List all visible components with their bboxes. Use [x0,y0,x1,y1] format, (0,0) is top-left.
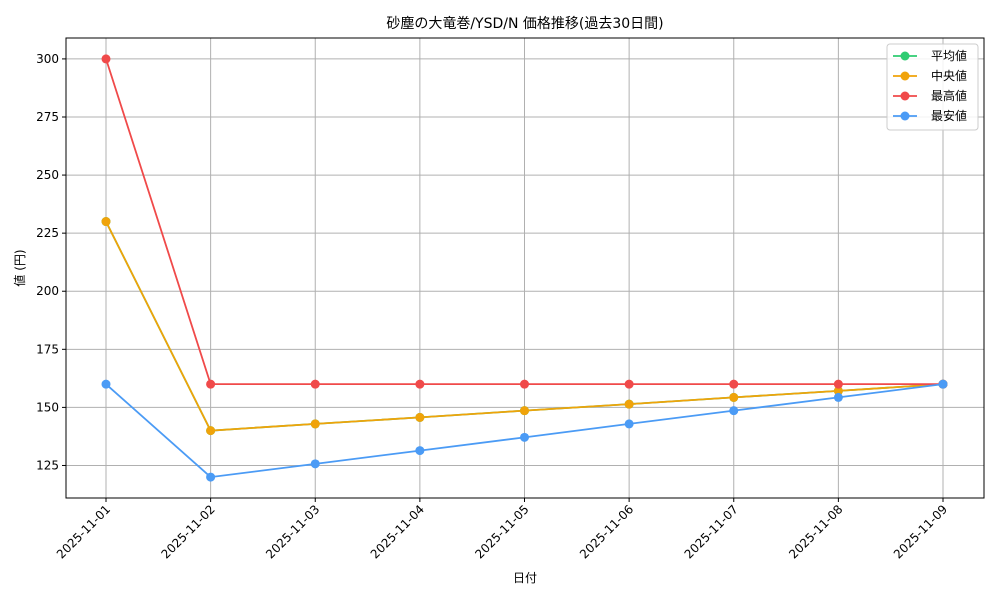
data-point [833,379,843,389]
y-axis-label: 値 (円) [12,249,27,286]
x-tick-label: 2025-11-02 [159,502,218,561]
data-point [415,379,425,389]
data-point [415,412,425,422]
data-point [938,379,948,389]
data-point [624,379,634,389]
data-point [206,426,216,436]
x-tick-label: 2025-11-03 [263,502,322,561]
legend-label: 平均値 [931,48,967,63]
series-layer [101,54,948,482]
y-tick-label: 250 [36,168,59,182]
grid-lines [66,38,984,498]
legend-marker [900,51,910,61]
legend-item: 最高値 [893,88,967,103]
y-tick-label: 275 [36,110,59,124]
legend-marker [900,71,910,81]
legend-item: 中央値 [893,68,967,83]
legend-marker [900,111,910,121]
data-point [101,217,111,227]
data-point [520,432,529,442]
data-point [310,379,320,389]
legend-box [886,43,979,131]
data-point [520,379,529,389]
data-point [833,386,843,396]
y-tick-label: 125 [36,458,59,472]
data-point [206,379,216,389]
y-tick-label: 150 [36,400,59,414]
x-tick-label: 2025-11-04 [368,502,427,561]
x-tick-label: 2025-11-05 [472,502,531,561]
data-point [624,399,634,409]
y-tick-label: 300 [36,52,59,66]
y-tick-label: 200 [36,284,59,298]
legend-item: 最安値 [893,108,967,123]
data-point [729,406,739,416]
chart-title: 砂塵の大竜巻/YSD/N 価格推移(過去30日間) [386,15,663,32]
legend-marker [900,91,910,101]
data-point [520,406,529,416]
data-point [833,392,843,402]
series-1 [101,217,948,436]
data-point [729,392,739,402]
data-point [415,446,425,456]
data-point [101,54,111,64]
x-axis-label: 日付 [513,571,537,585]
legend-label: 中央値 [931,68,967,83]
data-point [101,379,111,389]
legend-item: 平均値 [893,48,967,63]
x-axis: 2025-11-01 2025-11-02 2025-11-03 2025-11-04… [54,498,950,561]
legend-label: 最高値 [931,88,967,103]
y-axis: 125 150 175 200 225 250 275 300 [36,52,66,472]
series-2 [101,54,948,389]
data-point [310,459,320,469]
legend-label: 最安値 [931,108,967,123]
x-tick-label: 2025-11-08 [786,502,845,561]
y-tick-label: 225 [36,226,59,240]
y-tick-label: 175 [36,342,59,356]
series-3 [101,379,948,482]
data-point [729,379,739,389]
x-tick-label: 2025-11-06 [577,502,636,561]
x-tick-label: 2025-11-09 [891,502,950,561]
x-tick-label: 2025-11-01 [54,502,113,561]
x-tick-label: 2025-11-07 [682,502,741,561]
data-point [206,472,216,482]
data-point [624,419,634,429]
data-point [310,419,320,429]
